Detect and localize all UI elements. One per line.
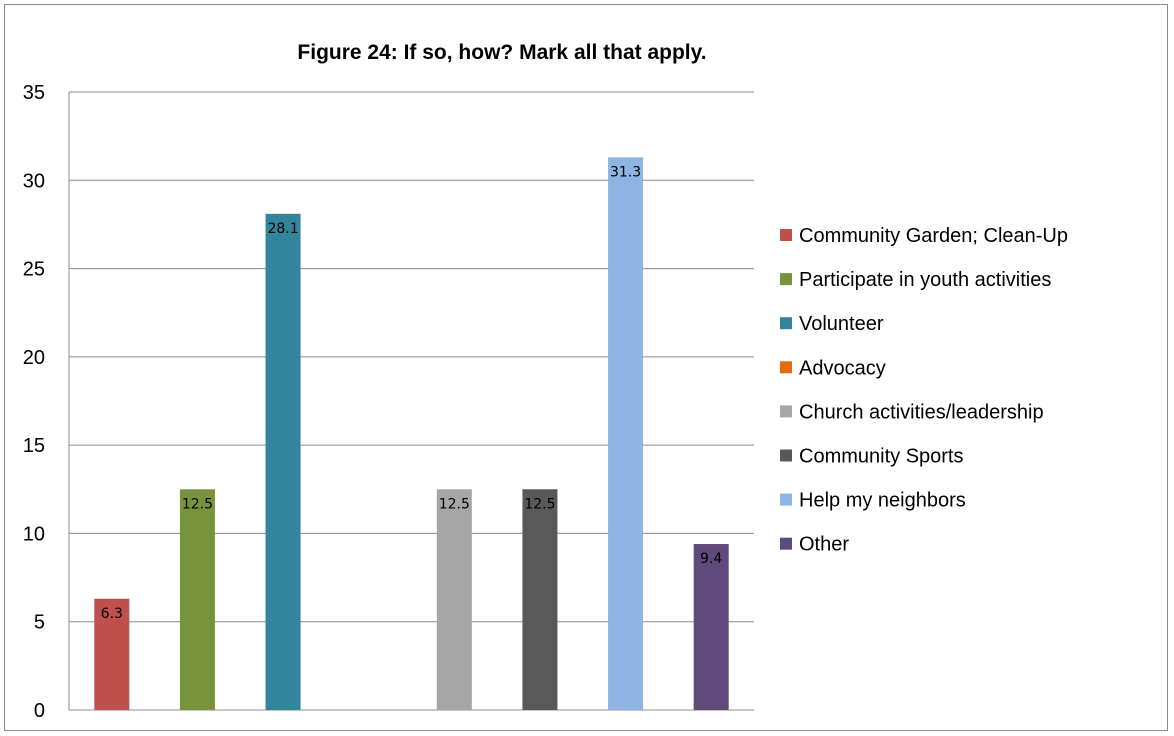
data-label: 28.1 <box>267 221 298 237</box>
y-tick-label: 5 <box>34 612 45 634</box>
y-tick-label: 35 <box>23 82 45 104</box>
legend-swatch <box>780 405 792 418</box>
legend-swatch <box>780 537 792 550</box>
data-label: 12.5 <box>182 496 213 512</box>
y-tick-label: 30 <box>23 170 45 192</box>
data-label: 9.4 <box>700 551 722 567</box>
bar-2 <box>179 489 215 710</box>
chart-frame: Figure 24: If so, how? Mark all that app… <box>4 4 1168 731</box>
y-tick-label: 15 <box>23 435 45 457</box>
data-labels: 6.3 12.5 28.1 12.5 12.5 31.3 9.4 <box>101 164 723 621</box>
legend-swatch <box>780 493 792 506</box>
gridlines <box>69 91 754 711</box>
bar-1 <box>94 598 130 710</box>
y-tick-label: 20 <box>23 347 45 369</box>
bar-8 <box>693 544 729 710</box>
data-label: 31.3 <box>610 164 641 180</box>
y-tick-label: 0 <box>34 700 45 722</box>
legend-label: Participate in youth activities <box>799 269 1051 291</box>
legend-label: Community Garden; Clean-Up <box>799 225 1068 247</box>
bar-3 <box>265 213 301 710</box>
legend-swatch <box>780 361 792 374</box>
legend-swatch <box>780 273 792 286</box>
legend-label: Other <box>799 534 849 556</box>
y-tick-label: 25 <box>23 259 45 281</box>
legend-swatch <box>780 229 792 241</box>
y-axis: 0 5 10 15 20 25 30 35 <box>23 82 70 722</box>
legend-swatch <box>780 449 792 462</box>
bar-7 <box>608 157 644 710</box>
legend-label: Help my neighbors <box>799 490 966 512</box>
chart-svg: Figure 24: If so, how? Mark all that app… <box>23 41 1068 722</box>
legend-swatch <box>780 317 792 330</box>
chart-title: Figure 24: If so, how? Mark all that app… <box>297 41 706 64</box>
data-label: 12.5 <box>524 496 555 512</box>
bar-5 <box>436 489 472 710</box>
y-tick-label: 10 <box>23 523 45 545</box>
bars <box>94 157 729 710</box>
bar-6 <box>522 489 558 710</box>
legend-label: Advocacy <box>799 357 886 379</box>
data-label: 12.5 <box>439 496 470 512</box>
legend-label: Church activities/leadership <box>799 401 1044 423</box>
legend-label: Community Sports <box>799 446 964 468</box>
legend: Community Garden; Clean-Up Participate in… <box>780 225 1068 556</box>
data-label: 6.3 <box>101 606 123 622</box>
legend-label: Volunteer <box>799 313 884 335</box>
